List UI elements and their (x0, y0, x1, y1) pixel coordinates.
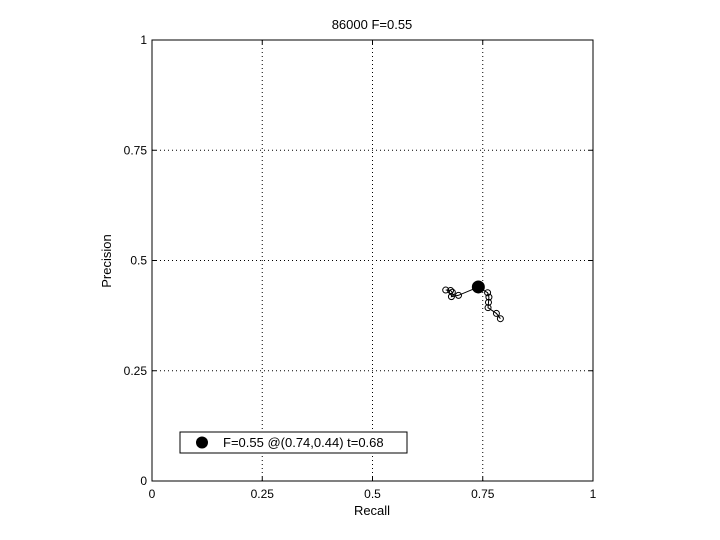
y-axis-title: Precision (99, 234, 114, 287)
y-tick-label: 0.75 (124, 143, 148, 157)
data-point (442, 286, 450, 294)
data-point (484, 304, 492, 312)
data-point (484, 289, 492, 297)
legend-label: F=0.55 @(0.74,0.44) t=0.68 (223, 435, 384, 450)
grid-lines (152, 40, 593, 481)
x-tick-label: 0.25 (251, 487, 275, 501)
data-point (448, 288, 456, 296)
chart-title: 86000 F=0.55 (332, 17, 413, 32)
x-tick-label: 0 (149, 487, 156, 501)
legend: F=0.55 @(0.74,0.44) t=0.68 (179, 431, 408, 454)
x-tick-label: 0.75 (471, 487, 495, 501)
best-f-point (471, 280, 485, 294)
x-tick-label: 0.5 (364, 487, 381, 501)
legend-box (179, 431, 408, 454)
x-axis-title: Recall (354, 503, 390, 518)
axis-ticks: 0 0.25 0.5 0.75 1 0 0.25 0.5 0.75 1 (124, 33, 597, 501)
legend-marker-icon (196, 436, 208, 449)
y-tick-label: 0.25 (124, 364, 148, 378)
data-series (442, 280, 504, 323)
x-tick-label: 1 (590, 487, 597, 501)
data-point (447, 293, 455, 301)
y-tick-label: 0.5 (130, 254, 147, 268)
y-tick-label: 0 (140, 474, 147, 488)
data-point (454, 291, 462, 299)
data-point (485, 293, 493, 301)
data-point (496, 315, 504, 323)
data-point (484, 298, 492, 306)
y-tick-label: 1 (140, 33, 147, 47)
data-point (492, 309, 500, 317)
